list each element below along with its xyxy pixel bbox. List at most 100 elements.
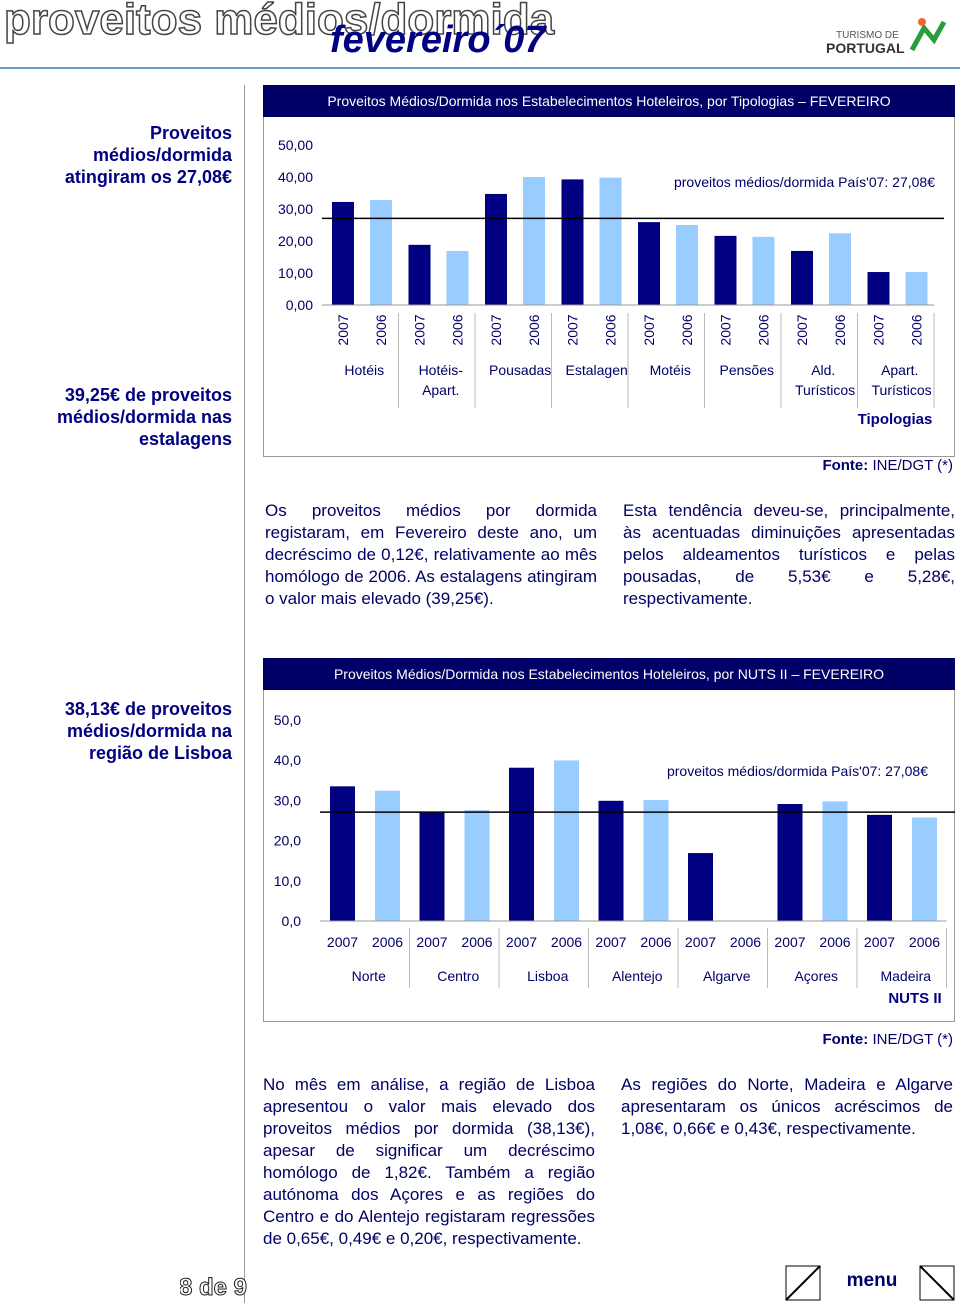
- bar: [464, 810, 490, 921]
- bar: [867, 272, 890, 305]
- y-tick-label: 20,0: [274, 833, 301, 849]
- category-label: Açores: [794, 968, 839, 984]
- nav-icon[interactable]: [785, 1265, 821, 1301]
- y-tick-label: 50,0: [274, 712, 301, 728]
- category-label: Norte: [351, 968, 386, 984]
- bar: [332, 201, 354, 305]
- category-label: Pousadas: [489, 362, 552, 378]
- bar: [676, 225, 698, 305]
- y-tick-label: 20,00: [278, 233, 313, 249]
- reference-label: proveitos médios/dormida País'07: 27,08€: [674, 174, 935, 190]
- logo-text: TURISMO DE: [836, 30, 899, 41]
- category-label-box: Pousadas: [489, 362, 552, 378]
- category-label: Pensões: [719, 362, 774, 378]
- bar: [375, 790, 400, 921]
- year-label: 2006: [640, 934, 671, 950]
- category-label-box: Norte: [351, 968, 386, 984]
- category-label-box: Alentejo: [612, 968, 663, 984]
- highlight: Proveitos médios/dormida atingiram os 27…: [64, 123, 232, 187]
- nav-icon[interactable]: [919, 1265, 955, 1301]
- bar: [523, 177, 545, 305]
- y-tick-label: 30,00: [278, 201, 313, 217]
- category-label-box: Madeira: [880, 968, 932, 984]
- year-label: 2006: [603, 314, 619, 345]
- bar: [643, 799, 669, 921]
- category-label-box: Ald. Turísticos: [795, 362, 856, 398]
- bar: [330, 786, 355, 921]
- category-label-box: Pensões: [719, 362, 774, 378]
- category-label: Hotéis: [344, 362, 385, 378]
- source-label: Fonte:: [822, 457, 869, 474]
- category-label: Lisboa: [527, 968, 569, 984]
- year-label: 2007: [871, 314, 887, 345]
- logo-mark: [909, 20, 947, 52]
- category-label-box: Lisboa: [527, 968, 569, 984]
- year-label: 2006: [551, 934, 582, 950]
- paragraph: Os proveitos médios por dormida registar…: [265, 501, 597, 608]
- category-label-box: Apart. Turísticos: [872, 362, 932, 398]
- category-label: Hotéis-Apart.: [418, 362, 463, 398]
- year-label: 2007: [774, 934, 805, 950]
- category-label: Estalagens: [565, 362, 629, 378]
- header: proveitos médios/dormida fevereiro´07 TU…: [0, 0, 960, 69]
- header-month: fevereiro´07: [330, 19, 547, 61]
- year-label: 2006: [526, 314, 542, 345]
- logo-text: PORTUGAL: [826, 40, 905, 56]
- menu-link[interactable]: menu: [847, 1270, 898, 1291]
- x-axis-title: Tipologias: [858, 411, 933, 428]
- y-tick-label: 10,0: [274, 873, 301, 889]
- year-label: 2007: [685, 934, 716, 950]
- y-tick-label: 0,00: [286, 297, 313, 313]
- category-label: Ald. Turísticos: [795, 362, 856, 398]
- source-text: INE/DGT (*): [872, 457, 953, 474]
- footer: 8 de 9 menu: [180, 1265, 955, 1302]
- year-label: 2007: [641, 314, 657, 345]
- bar: [598, 800, 624, 921]
- chart: 0,0 10,0 20,0 30,0 40,0 50,0 proveitos médios/…: [274, 712, 955, 1007]
- category-label-box: Hotéis: [344, 362, 385, 378]
- y-tick-label: 0,0: [282, 913, 302, 929]
- y-tick-label: 30,0: [274, 792, 301, 808]
- chart: 0,00 10,00 20,00 30,00 40,00 50,00 proveitos m…: [278, 137, 944, 428]
- year-label: 2006: [909, 934, 940, 950]
- year-label: 2006: [832, 314, 848, 345]
- year-label: 2006: [730, 934, 761, 950]
- year-label: 2006: [679, 314, 695, 345]
- category-label-box: Estalagens: [565, 362, 629, 378]
- bar: [561, 179, 584, 305]
- year-label: 2006: [909, 314, 925, 345]
- year-label: 2007: [335, 314, 351, 345]
- bar: [777, 804, 803, 921]
- bar: [829, 233, 851, 305]
- category-label-box: Centro: [437, 968, 479, 984]
- year-label: 2006: [372, 934, 403, 950]
- category-label: Madeira: [880, 968, 932, 984]
- year-label: 2006: [819, 934, 850, 950]
- highlight: 39,25€ de proveitos médios/dormida nas e…: [56, 385, 232, 449]
- year-label: 2007: [327, 934, 358, 950]
- bar: [446, 250, 469, 305]
- y-tick-label: 50,00: [278, 137, 313, 153]
- source-label: Fonte:: [822, 1031, 869, 1048]
- page-number: 8 de 9: [180, 1274, 247, 1301]
- year-label: 2006: [461, 934, 492, 950]
- year-label: 2007: [412, 314, 428, 345]
- logo-mark: [918, 18, 926, 26]
- chart-title: Proveitos Médios/Dormida nos Estabelecim…: [263, 85, 955, 117]
- bar: [408, 244, 431, 305]
- bar: [554, 760, 579, 921]
- category-label-box: Açores: [794, 968, 839, 984]
- year-label: 2006: [450, 314, 466, 345]
- chart-title: Proveitos Médios/Dormida nos Estabelecim…: [263, 658, 955, 690]
- reference-label: proveitos médios/dormida País'07: 27,08€: [667, 763, 928, 779]
- source: Fonte: INE/DGT (*): [822, 1031, 953, 1048]
- year-label: 2007: [794, 314, 810, 345]
- category-label: Algarve: [703, 968, 751, 984]
- paragraph: Esta tendência deveu-se, principalmente,…: [623, 501, 955, 608]
- year-label: 2007: [565, 314, 581, 345]
- year-label: 2006: [756, 314, 772, 345]
- y-tick-label: 10,00: [278, 265, 313, 281]
- bar: [370, 200, 392, 305]
- category-label-box: Hotéis-Apart.: [418, 362, 463, 398]
